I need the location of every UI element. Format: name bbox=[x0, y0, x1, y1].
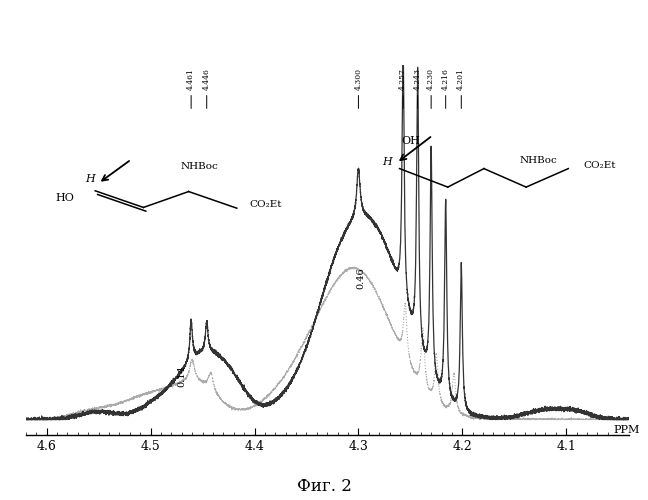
Text: 4.257: 4.257 bbox=[399, 68, 407, 90]
Text: Фиг. 2: Фиг. 2 bbox=[297, 478, 351, 495]
Text: 4.461: 4.461 bbox=[187, 68, 195, 90]
Text: CO₂Et: CO₂Et bbox=[583, 161, 616, 170]
Text: 4.300: 4.300 bbox=[354, 68, 362, 90]
Text: 4.216: 4.216 bbox=[442, 68, 450, 90]
Text: HO: HO bbox=[56, 193, 75, 203]
Text: NHBoc: NHBoc bbox=[519, 156, 557, 165]
Text: CO₂Et: CO₂Et bbox=[249, 200, 282, 209]
Text: 4.201: 4.201 bbox=[457, 68, 465, 90]
Text: PPM: PPM bbox=[613, 425, 640, 435]
Text: H: H bbox=[86, 174, 95, 184]
Text: OH: OH bbox=[401, 136, 420, 146]
Text: NHBoc: NHBoc bbox=[181, 162, 218, 171]
Text: 4.230: 4.230 bbox=[427, 68, 435, 90]
Text: 0.14: 0.14 bbox=[177, 366, 186, 388]
Text: H: H bbox=[382, 157, 393, 167]
Text: 4.243: 4.243 bbox=[413, 68, 422, 90]
Text: 4.446: 4.446 bbox=[203, 68, 211, 90]
Text: 0.46: 0.46 bbox=[356, 267, 365, 288]
